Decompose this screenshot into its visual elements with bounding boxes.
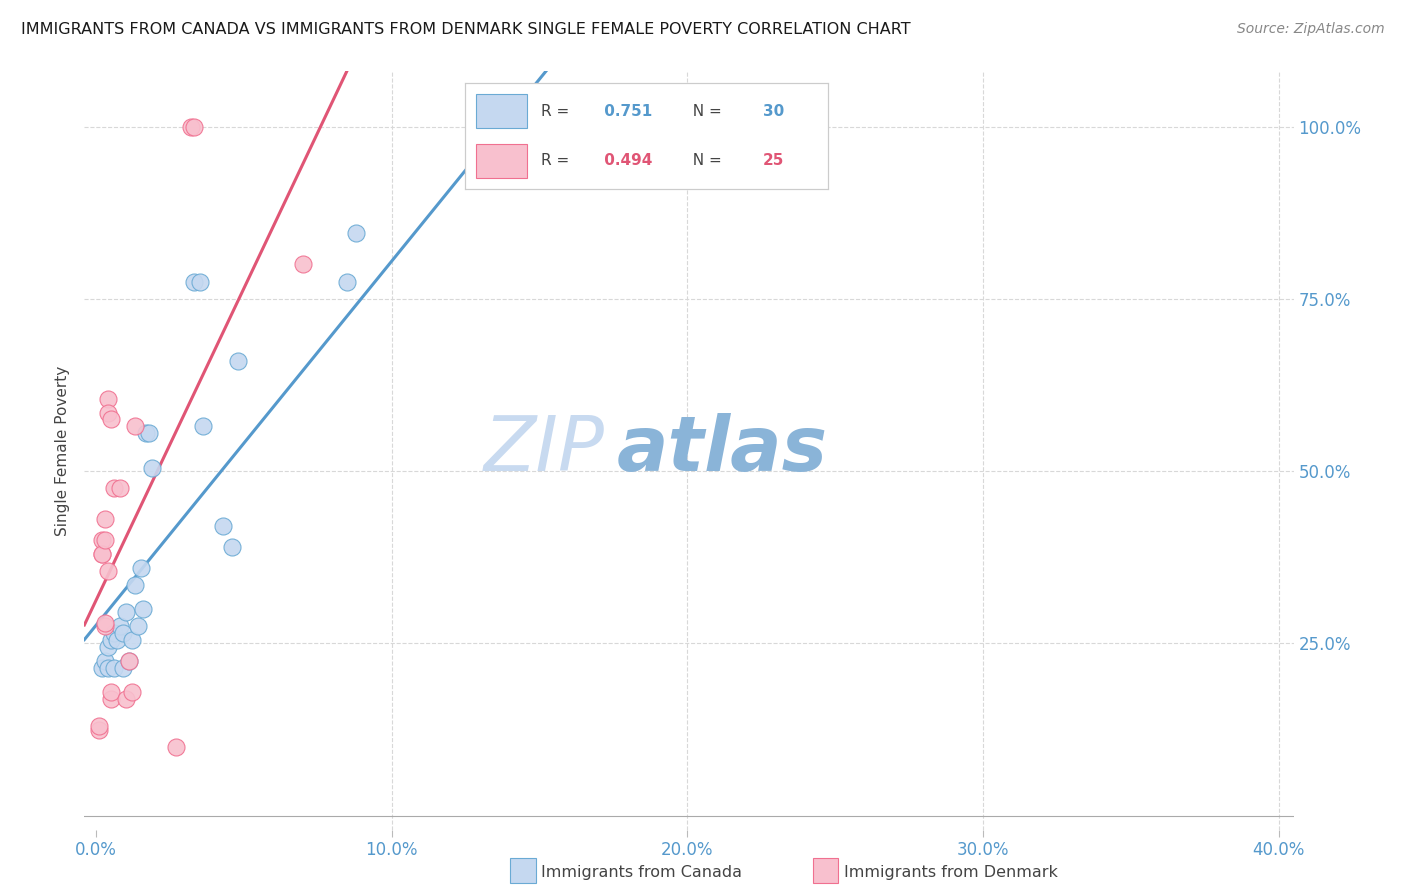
Text: IMMIGRANTS FROM CANADA VS IMMIGRANTS FROM DENMARK SINGLE FEMALE POVERTY CORRELAT: IMMIGRANTS FROM CANADA VS IMMIGRANTS FRO…: [21, 22, 911, 37]
Point: [94, 615, 117, 630]
Point: [221, 540, 243, 554]
Point: [132, 602, 155, 616]
Point: [91, 547, 114, 561]
Point: [180, 120, 202, 134]
Point: [135, 426, 157, 441]
Point: [188, 275, 211, 289]
Point: [111, 626, 134, 640]
Text: atlas: atlas: [616, 414, 828, 487]
Point: [127, 619, 149, 633]
Point: [105, 633, 128, 648]
Point: [124, 419, 146, 434]
Point: [111, 660, 134, 674]
Text: Immigrants from Canada: Immigrants from Canada: [541, 865, 742, 880]
Point: [183, 120, 205, 134]
Point: [165, 739, 187, 754]
Point: [100, 684, 122, 698]
Point: [97, 564, 120, 578]
Text: ZIP: ZIP: [484, 414, 605, 487]
Point: [89, 723, 111, 737]
Point: [114, 606, 136, 620]
Point: [183, 275, 205, 289]
Y-axis label: Single Female Poverty: Single Female Poverty: [55, 366, 70, 535]
Point: [100, 633, 122, 648]
Point: [91, 547, 114, 561]
Point: [97, 640, 120, 654]
Point: [97, 660, 120, 674]
Point: [344, 227, 367, 241]
Point: [114, 691, 136, 706]
Text: Immigrants from Denmark: Immigrants from Denmark: [844, 865, 1057, 880]
Point: [103, 482, 125, 496]
Point: [121, 633, 143, 648]
Point: [94, 619, 117, 633]
Point: [138, 426, 160, 441]
Point: [89, 719, 111, 733]
Point: [103, 626, 125, 640]
Point: [226, 354, 249, 368]
Point: [336, 275, 359, 289]
Point: [212, 519, 235, 533]
Point: [118, 654, 141, 668]
Point: [97, 406, 120, 420]
Bar: [510, 858, 536, 883]
Point: [129, 560, 152, 574]
Point: [97, 392, 120, 406]
Point: [100, 412, 122, 426]
Point: [108, 619, 131, 633]
Point: [103, 660, 125, 674]
Point: [121, 684, 143, 698]
Point: [191, 419, 214, 434]
Point: [94, 533, 117, 547]
Point: [100, 691, 122, 706]
Point: [141, 460, 163, 475]
Point: [124, 578, 146, 592]
Bar: [813, 858, 838, 883]
Point: [91, 533, 114, 547]
Point: [108, 482, 131, 496]
Point: [118, 654, 141, 668]
Point: [94, 512, 117, 526]
Point: [602, 120, 624, 134]
Text: Source: ZipAtlas.com: Source: ZipAtlas.com: [1237, 22, 1385, 37]
Point: [292, 257, 315, 271]
Point: [91, 660, 114, 674]
Point: [94, 654, 117, 668]
